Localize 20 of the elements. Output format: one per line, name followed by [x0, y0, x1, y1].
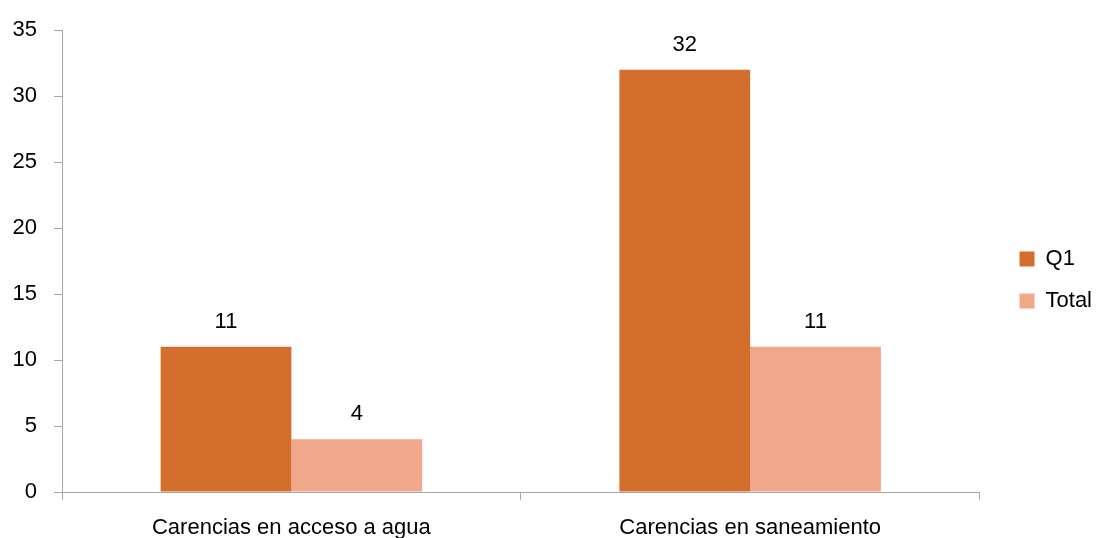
y-tick-label: 35	[12, 16, 37, 42]
y-tick-label: 20	[12, 214, 37, 240]
data-label: 11	[804, 307, 827, 333]
bar	[291, 439, 423, 492]
x-tick-label: Carencias en acceso a agua	[151, 514, 432, 538]
y-tick-label: 10	[12, 346, 37, 372]
data-label: 11	[214, 307, 238, 333]
bar	[750, 346, 881, 492]
bar	[619, 69, 751, 492]
y-tick-label: 25	[12, 148, 37, 174]
bar	[160, 346, 292, 492]
y-tick-label: 15	[12, 280, 37, 306]
data-label: 32	[672, 30, 698, 56]
legend-label: Total	[1045, 287, 1093, 313]
y-tick-label: 30	[12, 82, 37, 108]
x-tick-label: Carencias en saneamiento	[619, 514, 882, 538]
legend-label: Q1	[1045, 245, 1075, 271]
data-label: 4	[350, 400, 363, 426]
y-tick-label: 5	[24, 412, 37, 438]
y-tick-label: 0	[24, 478, 37, 504]
